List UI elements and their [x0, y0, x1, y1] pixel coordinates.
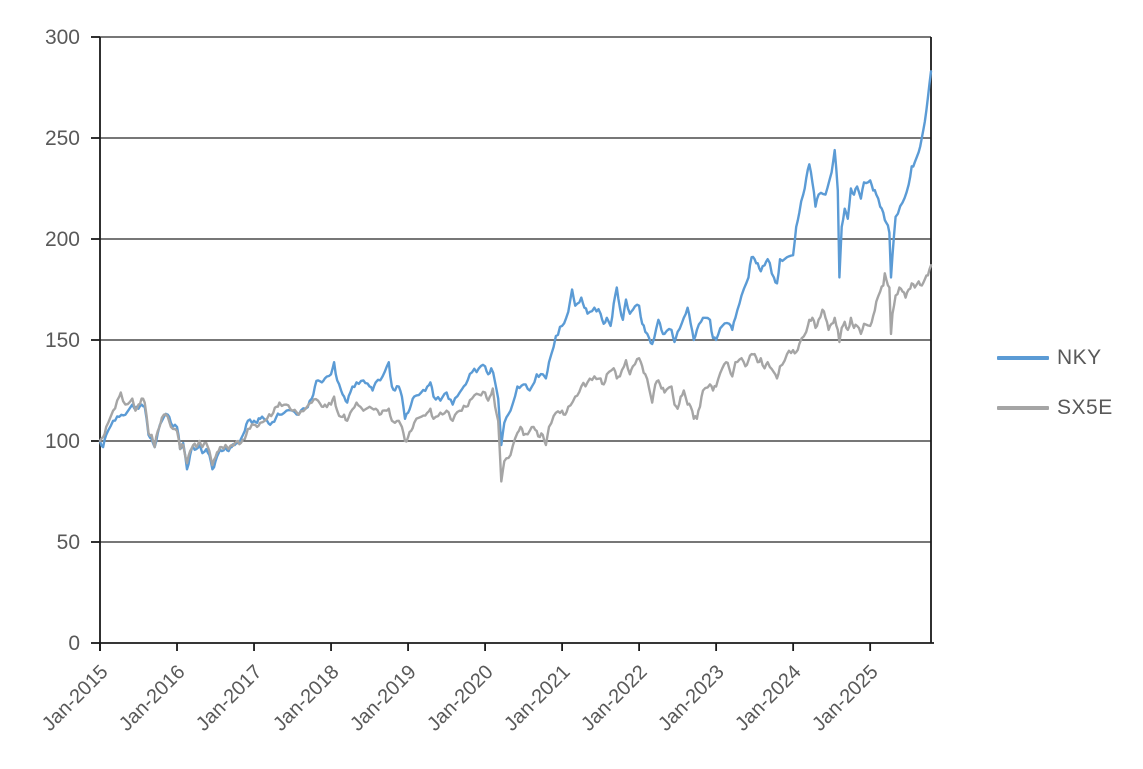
x-axis-tick-label: Jan-2020 [423, 661, 498, 736]
series-line-nky [98, 70, 933, 471]
x-axis-tick-label: Jan-2022 [577, 661, 652, 736]
x-axis-tick-label: Jan-2017 [192, 661, 267, 736]
x-axis-tick-label: Jan-2019 [346, 661, 421, 736]
x-axis-tick-label: Jan-2025 [808, 661, 883, 736]
y-axis-tick-label: 150 [45, 329, 80, 352]
x-axis-tick-label: Jan-2023 [654, 661, 729, 736]
y-axis-tick-label: 100 [45, 430, 80, 453]
y-axis-tick-label: 250 [45, 127, 80, 150]
legend-label-sx5e: SX5E [1057, 396, 1113, 419]
series-line-sx5e [98, 264, 933, 483]
chart-legend: NKY SX5E [997, 346, 1113, 420]
legend-item-nky: NKY [997, 346, 1113, 370]
x-axis-tick-label: Jan-2021 [500, 661, 575, 736]
sx5e-line-swatch-icon [997, 406, 1049, 410]
legend-item-sx5e: SX5E [997, 396, 1113, 420]
y-axis-tick-label: 300 [45, 26, 80, 49]
legend-label-nky: NKY [1057, 346, 1102, 369]
y-axis-tick-label: 0 [68, 632, 80, 655]
x-axis-tick-label: Jan-2018 [269, 661, 344, 736]
y-axis-tick-label: 200 [45, 228, 80, 251]
x-axis-tick-label: Jan-2015 [38, 661, 113, 736]
x-axis-tick-label: Jan-2024 [731, 661, 806, 736]
x-axis-tick-label: Jan-2016 [115, 661, 190, 736]
nky-line-swatch-icon [997, 356, 1049, 360]
y-axis-tick-label: 50 [57, 531, 80, 554]
